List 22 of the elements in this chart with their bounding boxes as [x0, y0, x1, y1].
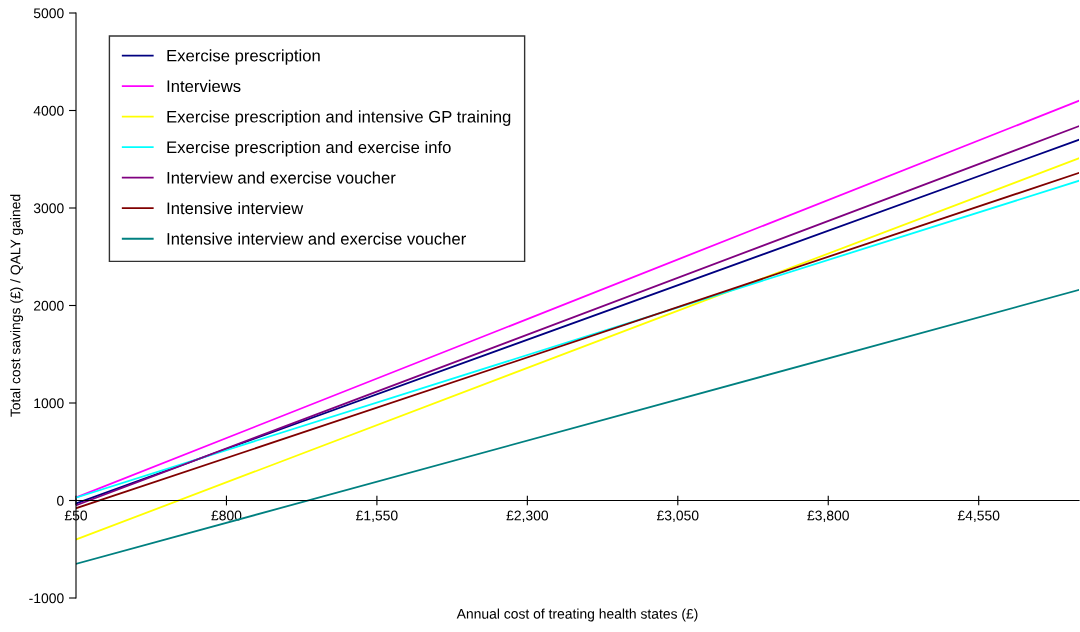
y-tick-label: 4000 — [33, 105, 64, 116]
x-tick-label: £4,550 — [957, 510, 1000, 523]
y-tick-label: 2000 — [34, 300, 64, 311]
y-tick-label: 3000 — [33, 203, 64, 214]
legend-label: Exercise prescription — [167, 49, 320, 65]
y-tick-label: 0 — [57, 495, 64, 506]
legend-label: Interviews — [167, 79, 241, 93]
x-tick-label: £3,050 — [656, 510, 699, 523]
x-tick-label: £2,300 — [506, 510, 549, 523]
y-axis-title: Total cost savings (£) / QALY gained — [10, 194, 24, 417]
x-tick-label: £800 — [211, 510, 242, 521]
y-tick-label: 1000 — [34, 398, 64, 409]
y-tick-label: -1000 — [29, 593, 64, 604]
legend-label: Exercise prescription and exercise info — [167, 140, 451, 157]
y-tick-label: 5000 — [33, 8, 64, 19]
x-tick-label: £1,550 — [356, 510, 398, 523]
legend-label: Intensive interview — [167, 201, 304, 215]
legend-label: Intensive interview and exercise voucher — [167, 232, 466, 245]
legend-label: Exercise prescription and intensive GP training — [167, 110, 511, 126]
legend-label: Interview and exercise voucher — [167, 171, 396, 184]
x-tick-label: £3,800 — [807, 510, 849, 523]
x-axis-title: Annual cost of treating health states (£) — [456, 608, 698, 622]
